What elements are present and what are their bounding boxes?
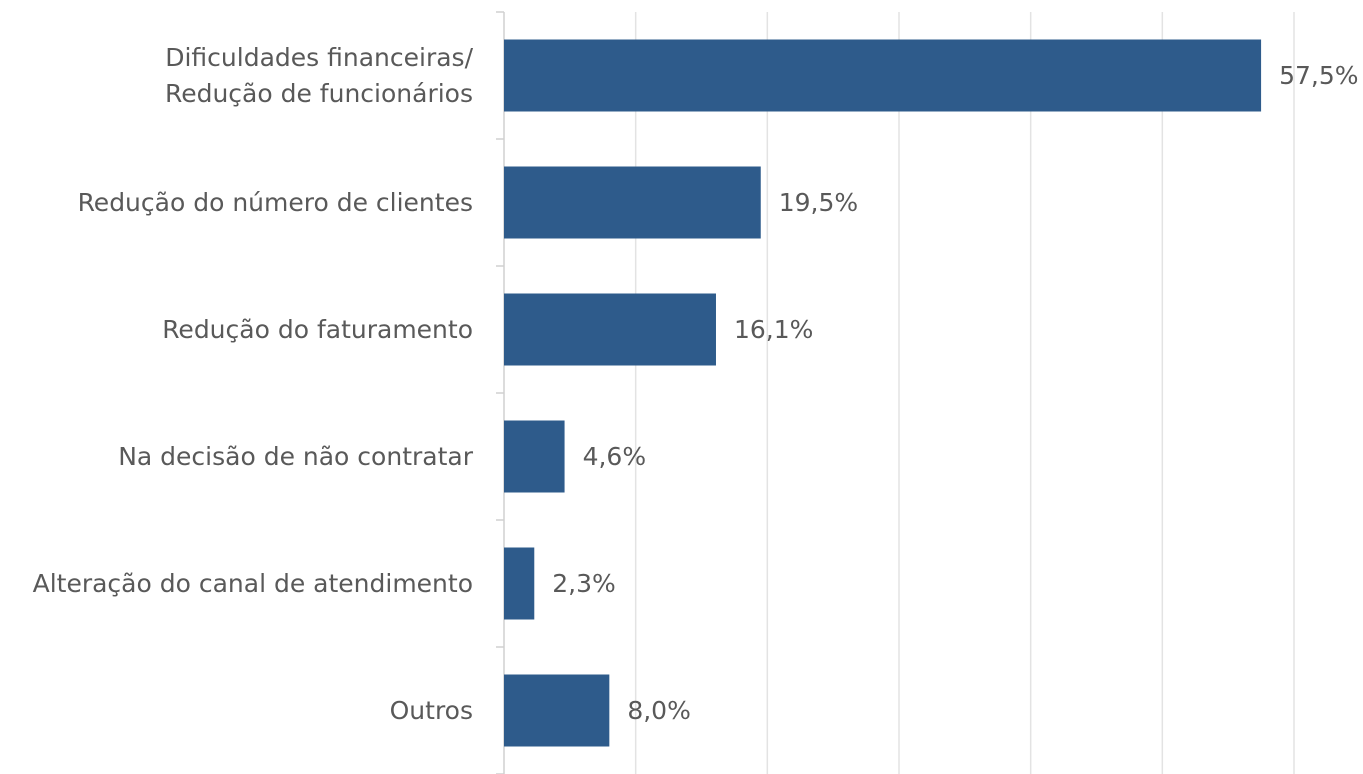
bar (504, 674, 610, 747)
bar (504, 166, 761, 239)
category-label: Dificuldades financeiras/ Redução de fun… (164, 42, 473, 108)
value-label: 19,5% (778, 187, 859, 217)
value-label: 4,6% (582, 441, 647, 471)
value-label: 2,3% (552, 568, 616, 598)
category-label: Redução do número de clientes (77, 187, 473, 217)
category-label: Outros (389, 695, 473, 725)
bar (504, 420, 565, 493)
bar (504, 547, 535, 620)
category-label: Na decisão de não contratar (118, 441, 473, 471)
category-label: Alteração do canal de atendimento (32, 568, 473, 598)
value-label: 8,0% (627, 695, 691, 725)
value-label: 16,1% (733, 314, 814, 344)
value-label: 57,5% (1279, 60, 1359, 90)
bar (504, 293, 716, 366)
bar (504, 39, 1262, 112)
category-label: Redução do faturamento (162, 314, 473, 344)
